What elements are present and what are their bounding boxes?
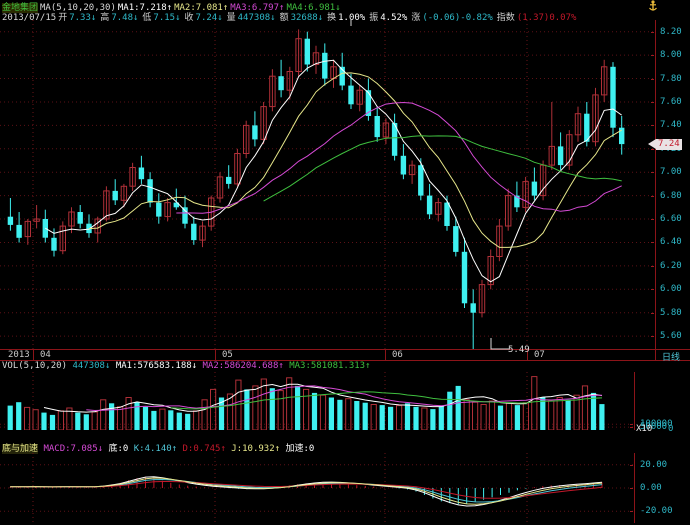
annotation-low-leader	[490, 338, 510, 350]
quote-4: 量 447308↓	[226, 13, 276, 23]
price-tag-value: 7.24	[656, 138, 682, 150]
volume-header: VOL(5,10,20) 447308↓ MA1:576583.188↓ MA2…	[2, 361, 371, 371]
vol-value: 447308↓	[72, 361, 111, 371]
price-tick-12: 5.80	[660, 308, 682, 318]
candlestick-chart	[0, 20, 655, 349]
vol-tick-0: 100000	[640, 419, 673, 429]
price-axis-line	[655, 20, 656, 349]
date-label-2: 05	[222, 350, 233, 360]
vol-ma-3: MA3:581081.313↑	[289, 361, 371, 371]
price-tick-2: 7.80	[660, 74, 682, 84]
quote-0: 开 7.33↓	[58, 13, 97, 23]
macd-tick-1: 0.00	[640, 483, 662, 493]
quote-3: 收 7.24↓	[184, 13, 223, 23]
ma-value-4: MA4:6.981↓	[286, 3, 341, 13]
macd-field-4: J:10.932↑	[231, 444, 281, 454]
quote-2: 低 7.15↓	[142, 13, 181, 23]
macd-field-2: K:4.140↑	[133, 444, 178, 454]
price-tick-11: 6.00	[660, 284, 682, 294]
price-plot-area[interactable]	[0, 20, 655, 349]
ma-value-1: MA1:7.218↑	[117, 3, 173, 13]
vol-ma-1: MA1:576583.188↓	[115, 361, 198, 371]
macd-tick-0: 20.00	[640, 460, 668, 470]
header-quote-line: 2013/07/15 开 7.33↓ 高 7.48↓ 低 7.15↓ 收 7.24↓ 量 44730…	[2, 10, 580, 23]
macd-header: 底与加速 MACD:7.085↓ 底:0 K:4.140↑ D:0.745↑ J…	[2, 441, 314, 454]
price-tick-8: 6.60	[660, 214, 682, 224]
macd-histogram	[0, 453, 634, 523]
macd-title[interactable]: 底与加速	[2, 444, 39, 454]
price-tick-0: 8.20	[660, 27, 682, 37]
price-tick-10: 6.20	[660, 261, 682, 271]
quote-8: 涨 (-0.06)-0.82%	[411, 13, 493, 23]
macd-axis-line	[634, 453, 635, 523]
date-label-1: 04	[40, 350, 51, 360]
volume-scale-label: X10	[636, 424, 653, 434]
price-tick-1: 8.00	[660, 50, 682, 60]
date-axis: 2013 04 05 06 07	[0, 349, 690, 361]
volume-axis-line	[634, 372, 635, 430]
macd-field-0: MACD:7.085↓	[43, 444, 104, 454]
annotation-period-low: 5.49	[508, 345, 530, 355]
macd-panel: 底与加速 MACD:7.085↓ 底:0 K:4.140↑ D:0.745↑ J…	[0, 441, 690, 525]
macd-field-5: 加速:0	[285, 444, 315, 454]
volume-panel: VOL(5,10,20) 447308↓ MA1:576583.188↓ MA2…	[0, 361, 690, 441]
quote-date: 2013/07/15	[2, 13, 57, 23]
quote-7: 振 4.52%	[369, 13, 408, 23]
price-tag-arrow	[648, 138, 656, 149]
price-tick-13: 5.60	[660, 331, 682, 341]
volume-bars	[0, 372, 634, 430]
chart-header: 金地集团 MA(5,10,20,30) MA1:7.218↑ MA2:7.081↑ MA…	[0, 0, 690, 23]
price-tick-4: 7.40	[660, 120, 682, 130]
quote-9: 指数 (1.37)0.07%	[496, 13, 577, 23]
macd-field-1: 底:0	[108, 444, 129, 454]
macd-plot-area[interactable]	[0, 453, 634, 523]
vol-tick-2: 0	[668, 424, 674, 434]
quote-1: 高 7.48↓	[100, 13, 139, 23]
vol-ma-2: MA2:586204.688↑	[202, 361, 284, 371]
price-tick-7: 6.80	[660, 191, 682, 201]
date-label-3: 06	[392, 350, 403, 360]
date-label-4: 07	[534, 350, 545, 360]
vol-formula[interactable]: VOL(5,10,20)	[2, 361, 68, 371]
ma-formula[interactable]: MA(5,10,20,30)	[40, 3, 116, 13]
price-tick-6: 7.00	[660, 167, 682, 177]
price-tick-9: 6.40	[660, 237, 682, 247]
ma-value-2: MA2:7.081↑	[174, 3, 229, 13]
vol-tick-1: 50000	[640, 422, 668, 432]
quote-5: 额 32688↓	[279, 13, 324, 23]
price-panel: 8.208.007.807.607.407.207.006.806.606.40…	[0, 20, 690, 349]
price-tick-3: 7.60	[660, 97, 682, 107]
quote-6: 换 1.00%	[327, 13, 366, 23]
macd-tick-2: -20.00	[640, 506, 673, 516]
ma-value-3: MA3:6.797↑	[230, 3, 285, 13]
stock-name[interactable]: 金地集团	[2, 3, 39, 13]
header-ma-line: 金地集团 MA(5,10,20,30) MA1:7.218↑ MA2:7.081↑ MA…	[2, 0, 343, 13]
anchor-icon[interactable]	[648, 0, 658, 12]
volume-plot-area[interactable]	[0, 372, 634, 430]
date-label-0: 2013	[8, 350, 30, 360]
macd-field-3: D:0.745↑	[182, 444, 226, 454]
period-label[interactable]: 日线	[662, 353, 681, 363]
